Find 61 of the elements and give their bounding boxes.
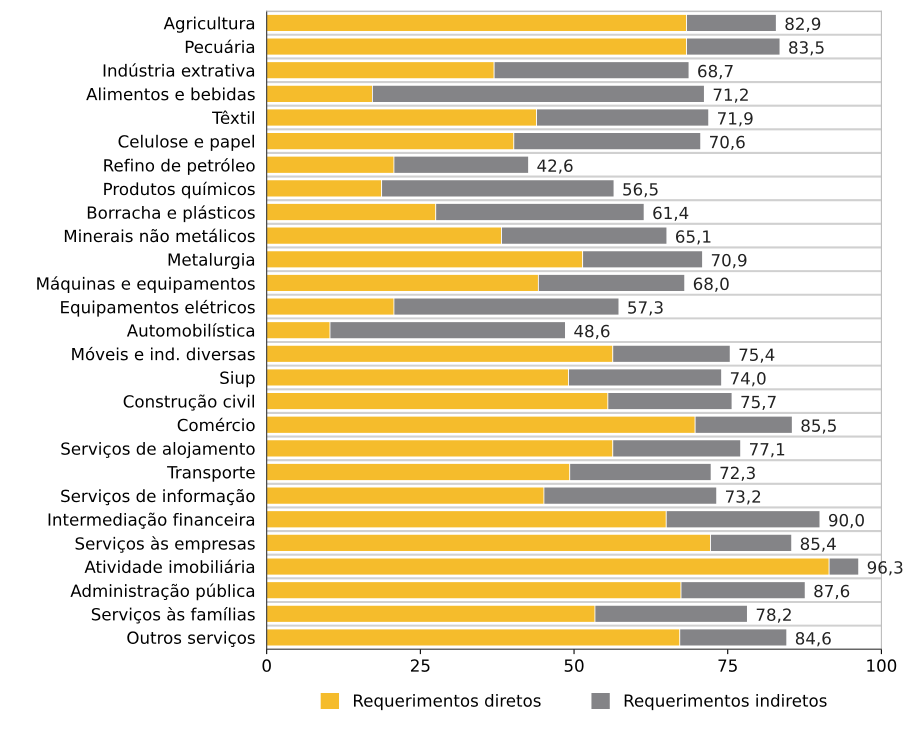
- total-label: 70,9: [712, 254, 746, 268]
- total-label: 96,3: [868, 561, 902, 576]
- total-label: 85,4: [800, 537, 836, 552]
- total-label: 74,0: [730, 372, 766, 386]
- y-tick-label: Alimentos e bebidas: [86, 88, 255, 100]
- total-label: 65,1: [676, 230, 710, 245]
- x-tick-label: 25: [410, 659, 430, 672]
- y-tick-label: Pecuária: [186, 40, 254, 54]
- total-label: 68,0: [694, 278, 729, 292]
- y-tick-label: Intermediação financeira: [48, 512, 254, 529]
- y-tick-label: Serviços às famílias: [92, 607, 255, 624]
- y-tick-label: Produtos químicos: [104, 182, 255, 199]
- y-tick-label: Serviços de informação: [61, 489, 255, 506]
- y-tick-label: Transporte: [167, 466, 255, 482]
- total-label: 68,7: [698, 64, 733, 80]
- y-tick-label: Serviços às empresas: [76, 536, 255, 554]
- total-label: 71,2: [714, 88, 748, 103]
- y-tick-label: Celulose e papel: [118, 134, 254, 151]
- total-label: 42,6: [537, 159, 573, 174]
- y-tick-label: Atividade imobiliária: [84, 560, 254, 574]
- y-tick-label: Refino de petróleo: [104, 158, 255, 175]
- total-label: 84,6: [796, 632, 831, 646]
- total-label: 78,2: [756, 608, 791, 623]
- y-tick-label: Têxtil: [212, 110, 254, 124]
- y-tick-label: Outros serviços: [127, 631, 255, 647]
- total-label: 56,5: [623, 182, 658, 198]
- total-label: 71,9: [718, 112, 753, 126]
- x-tick-label: 100: [867, 659, 896, 672]
- total-label: 82,9: [785, 18, 820, 32]
- y-tick-label: Equipamentos elétricos: [61, 300, 255, 317]
- total-label: 90,0: [828, 514, 864, 528]
- total-label: 48,6: [574, 324, 610, 340]
- x-tick-label: 50: [564, 659, 584, 672]
- y-tick-label: Construção civil: [124, 394, 254, 411]
- total-label: 61,4: [653, 206, 688, 221]
- total-label: 77,1: [750, 443, 784, 458]
- y-tick-label: Metalurgia: [168, 252, 254, 270]
- total-label: 85,5: [801, 419, 836, 434]
- y-tick-label: Indústria extrativa: [104, 63, 254, 77]
- total-label: 72,3: [720, 466, 755, 481]
- y-tick-label: Serviços de alojamento: [61, 442, 255, 458]
- total-label: 83,5: [789, 41, 824, 56]
- y-tick-label: Automobilística: [126, 323, 254, 337]
- total-label: 73,2: [726, 490, 760, 505]
- total-label: 87,6: [814, 584, 850, 600]
- x-tick-label: 75: [718, 659, 737, 672]
- y-tick-label: Máquinas e equipamentos: [37, 276, 255, 294]
- legend-label: Requerimentos indiretos: [624, 694, 827, 710]
- legend-label: Requerimentos diretos: [354, 694, 541, 710]
- y-tick-label: Comércio: [178, 418, 255, 432]
- total-label: 70,6: [710, 136, 745, 150]
- y-tick-label: Móveis e ind. diversas: [72, 346, 255, 360]
- total-label: 75,4: [740, 348, 774, 363]
- y-tick-label: Minerais não metálicos: [64, 228, 255, 242]
- y-tick-label: Agricultura: [164, 16, 254, 33]
- total-label: 75,7: [741, 396, 776, 410]
- total-label: 57,3: [628, 301, 663, 316]
- y-tick-label: Siup: [220, 371, 255, 388]
- y-tick-label: Borracha e plásticos: [88, 205, 255, 222]
- y-tick-label: Administração pública: [70, 584, 254, 600]
- x-tick-label: 0: [262, 659, 271, 672]
